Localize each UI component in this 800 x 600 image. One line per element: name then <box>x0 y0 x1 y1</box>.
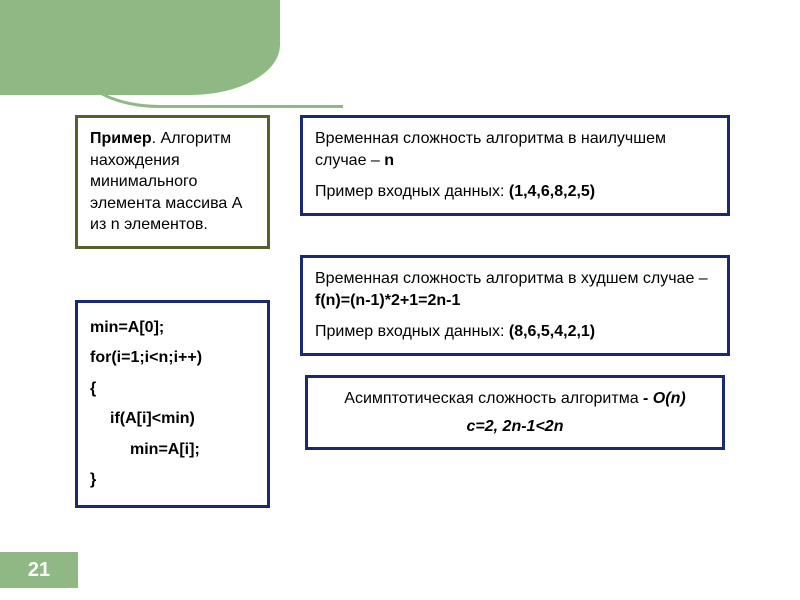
box-best-case: Временная сложность алгоритма в наилучше… <box>300 115 730 216</box>
box1-lead: Пример <box>90 130 152 147</box>
box4-line1b: f(n)=(n-1)*2+1=2n-1 <box>315 292 460 309</box>
header-swoosh <box>0 0 280 95</box>
box4-line1a: Временная сложность алгоритма в худшем с… <box>315 270 708 287</box>
slide-number: 21 <box>28 559 50 582</box>
code-l1: min=A[0]; <box>90 313 255 343</box>
code-l5: min=A[i]; <box>130 435 255 465</box>
code-l4: if(A[i]<min) <box>110 404 255 434</box>
box-problem-statement: Пример. Алгоритм нахождения минимального… <box>75 115 270 249</box>
box-worst-case: Временная сложность алгоритма в худшем с… <box>300 255 730 356</box>
box5-line1b: - O(n) <box>643 390 686 407</box>
box5-line1a: Асимптотическая сложность алгоритма <box>344 390 643 407</box>
box4-line2a: Пример входных данных: <box>315 323 509 340</box>
code-l2: for(i=1;i<n;i++) <box>90 343 255 373</box>
box5-line2: c=2, 2n-1<2n <box>320 416 710 438</box>
box2-line1b: n <box>384 152 394 169</box>
box2-line2b: (1,4,6,8,2,5) <box>509 183 595 200</box>
box2-line2a: Пример входных данных: <box>315 183 509 200</box>
code-l3: { <box>90 374 255 404</box>
box-asymptotic: Асимптотическая сложность алгоритма - O(… <box>305 375 725 450</box>
box2-line1a: Временная сложность алгоритма в наилучше… <box>315 130 666 169</box>
code-l6: } <box>90 465 255 495</box>
box4-line2b: (8,6,5,4,2,1) <box>509 323 595 340</box>
slide-number-badge: 21 <box>0 552 78 588</box>
box-code: min=A[0]; for(i=1;i<n;i++) { if(A[i]<min… <box>75 300 270 508</box>
